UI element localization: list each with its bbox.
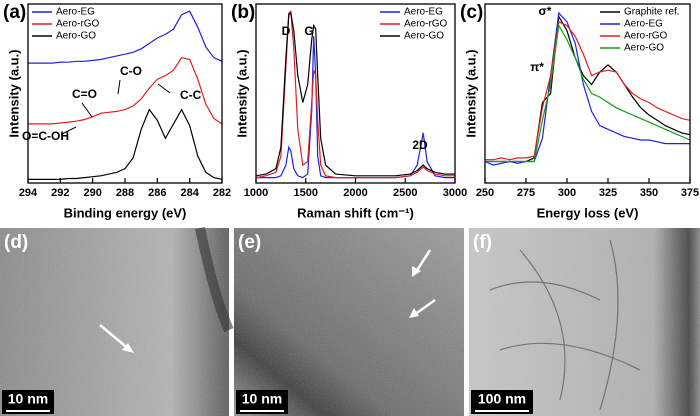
annotation: π* (530, 60, 544, 74)
plot-frame (484, 3, 691, 184)
x-tick-label: 2000 (343, 187, 367, 199)
x-tick-label: 290 (83, 187, 101, 199)
x-tick-label: 292 (51, 187, 69, 199)
legend-label: Aero-GO (56, 31, 96, 42)
annotation-arrow (81, 102, 93, 118)
panel-label: (a) (3, 2, 26, 23)
series-line (484, 11, 690, 166)
annotation: σ* (539, 4, 552, 18)
tem-edge (195, 226, 234, 333)
series-line (256, 36, 455, 179)
x-tick-label: 375 (681, 187, 699, 199)
tem-texture (469, 228, 700, 416)
x-tick-label: 2500 (393, 187, 417, 199)
annotation: C-O (120, 64, 142, 78)
tem-texture (0, 228, 229, 416)
arrow-head (122, 343, 134, 353)
y-axis-label: Intensity (a.u.) (234, 49, 249, 137)
x-tick-label: 1000 (244, 187, 268, 199)
series-line (28, 108, 223, 180)
x-tick-label: 1500 (294, 187, 318, 199)
annotation: 2D (412, 138, 428, 152)
arrow (414, 249, 432, 273)
panel-label: (c) (460, 2, 483, 23)
tem-texture (234, 228, 464, 416)
series-line (485, 23, 691, 163)
scale-bar-text: 100 nm (478, 391, 526, 407)
x-tick-label: 288 (116, 187, 134, 199)
x-tick-label: 275 (517, 187, 535, 199)
arrow-head (409, 308, 419, 318)
x-tick-label: 282 (213, 187, 231, 199)
legend-label: Aero-EG (624, 19, 663, 30)
x-tick-label: 350 (640, 187, 658, 199)
scale-bar-text: 10 nm (242, 391, 282, 407)
x-tick-label: 325 (599, 187, 617, 199)
series-line (28, 57, 223, 125)
x-axis-label: Binding energy (eV) (64, 205, 187, 220)
annotation: C-C (180, 88, 202, 102)
series-line (28, 10, 223, 64)
image-label: (d) (4, 232, 28, 253)
legend-label: Aero-EG (404, 7, 443, 18)
scale-bar-text: 10 nm (8, 391, 48, 407)
panel-label: (b) (231, 2, 255, 23)
series-line (255, 11, 455, 177)
x-tick-label: 3000 (443, 187, 467, 199)
legend-label: Aero-EG (56, 7, 95, 18)
legend-label: Graphite ref. (624, 7, 680, 18)
arrow (99, 324, 131, 351)
x-tick-label: 250 (476, 187, 494, 199)
x-tick-label: 300 (558, 187, 576, 199)
legend-label: Aero-GO (624, 43, 664, 54)
image-label: (f) (473, 232, 492, 253)
annotation-arrow (61, 126, 77, 135)
tem-images (0, 226, 700, 416)
y-axis-label: Intensity (a.u.) (6, 49, 21, 137)
annotation-arrow (117, 79, 121, 95)
legend-label: Aero-GO (404, 31, 444, 42)
annotation: D (282, 24, 291, 38)
x-tick-label: 294 (19, 187, 38, 199)
x-tick-label: 286 (148, 187, 166, 199)
legend-label: Aero-rGO (56, 19, 100, 30)
x-axis-label: Raman shift (cm⁻¹) (297, 205, 414, 220)
legend-label: Aero-rGO (624, 31, 668, 42)
annotation: G (304, 24, 313, 38)
arrow-head (412, 266, 421, 277)
x-tick-label: 284 (180, 187, 199, 199)
x-axis-label: Energy loss (eV) (537, 205, 639, 220)
y-axis-label: Intensity (a.u.) (463, 49, 478, 137)
arrow (413, 298, 436, 317)
annotation: O=C-OH (22, 129, 69, 143)
annotation: C=O (72, 87, 97, 101)
annotation-arrow (157, 83, 171, 94)
legend-label: Aero-rGO (404, 19, 448, 30)
sheet-wrinkles (489, 239, 641, 411)
series-line (485, 21, 691, 161)
image-label: (e) (238, 232, 261, 253)
